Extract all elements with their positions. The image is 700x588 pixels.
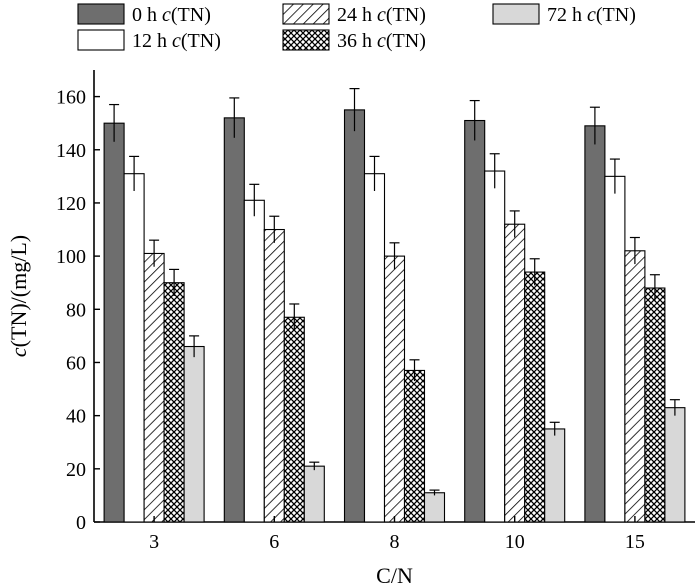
y-tick-label: 80 — [66, 299, 86, 321]
y-tick-label: 40 — [66, 406, 86, 428]
y-tick-label: 0 — [76, 512, 86, 534]
bar — [103, 122, 125, 523]
legend-label: 12 h c(TN) — [132, 30, 221, 52]
y-tick-label: 160 — [56, 87, 86, 109]
bar — [343, 109, 366, 523]
bar — [504, 223, 526, 523]
bar — [423, 492, 446, 523]
bar — [624, 250, 646, 523]
legend-label: 0 h c(TN) — [132, 4, 211, 26]
y-tick-label: 20 — [66, 459, 86, 481]
bar — [263, 228, 285, 523]
y-axis-title-rest: (TN)/(mg/L) — [6, 235, 31, 347]
legend-label: 72 h c(TN) — [547, 4, 636, 26]
x-tick-label: 3 — [149, 531, 159, 553]
bar — [283, 316, 305, 523]
bar — [524, 271, 546, 523]
bar — [664, 407, 686, 523]
bar — [243, 199, 265, 523]
bar — [464, 119, 486, 523]
bar — [604, 175, 626, 523]
legend-swatch — [77, 29, 125, 51]
bar — [644, 287, 666, 523]
legend-label: 24 h c(TN) — [337, 4, 426, 26]
bar — [303, 465, 325, 523]
bar — [123, 173, 145, 523]
legend: 0 h c(TN) 12 h c(TN) 24 h c(TN) 36 h c(TN) 7… — [77, 3, 636, 52]
legend-swatch — [282, 29, 330, 51]
y-tick-label: 140 — [56, 140, 86, 162]
bar — [163, 282, 185, 523]
bar — [544, 428, 566, 523]
y-axis-title-italic: c — [6, 347, 31, 357]
x-tick-label: 6 — [269, 531, 279, 553]
y-axis-title: c(TN)/(mg/L) — [6, 235, 31, 357]
bar — [383, 255, 406, 523]
bar — [484, 170, 506, 523]
bar — [143, 252, 165, 523]
legend-swatch — [77, 3, 125, 25]
x-tick-label: 8 — [390, 531, 400, 553]
y-tick-label: 100 — [56, 246, 86, 268]
bar — [183, 345, 205, 523]
x-tick-label: 10 — [505, 531, 525, 553]
legend-label: 36 h c(TN) — [337, 30, 426, 52]
bar — [403, 369, 426, 523]
y-tick-label: 60 — [66, 352, 86, 374]
bar — [223, 117, 245, 523]
bar — [584, 125, 606, 523]
legend-swatch — [282, 3, 330, 25]
x-tick-label: 15 — [625, 531, 645, 553]
bar — [363, 173, 386, 523]
x-axis-title: C/N — [376, 563, 413, 588]
y-tick-label: 120 — [56, 193, 86, 215]
legend-swatch — [492, 3, 540, 25]
plot-area: 0 20 40 60 80 100 120 140 160 3 6 8 10 15 — [56, 70, 695, 553]
